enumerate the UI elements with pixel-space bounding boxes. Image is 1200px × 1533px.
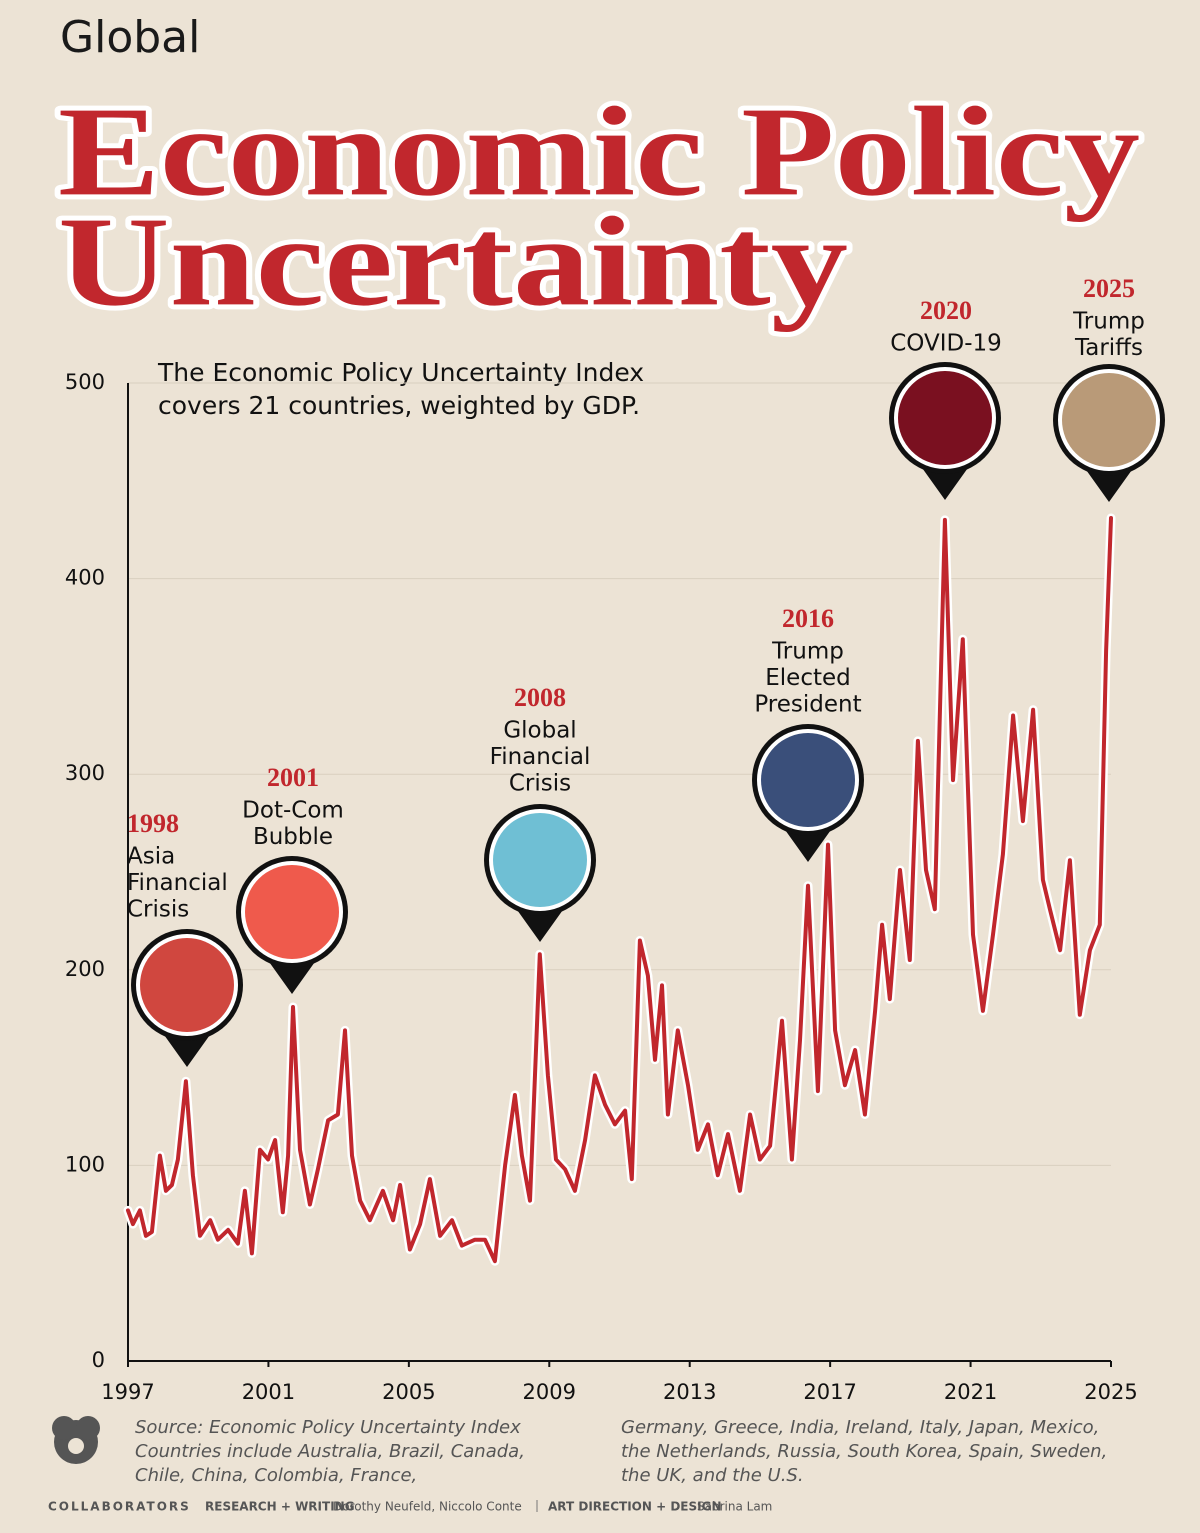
footer-text: the UK, and the U.S. (621, 1465, 804, 1486)
event-label: Crisis (509, 771, 571, 797)
y-tick-label: 0 (92, 1348, 105, 1372)
event-label: Trump (771, 639, 844, 665)
event-year: 2016 (782, 604, 834, 633)
event-label: COVID-19 (890, 331, 1002, 357)
pin-image (245, 865, 339, 959)
event-year: 2025 (1083, 274, 1135, 303)
pin-image (1062, 373, 1156, 467)
event-label: Tariffs (1074, 335, 1143, 361)
credit: ART DIRECTION + DESIGN (548, 1500, 721, 1514)
credit: COLLABORATORS (48, 1500, 191, 1514)
pin-image (493, 813, 587, 907)
event-label: Global (503, 718, 576, 744)
y-tick-label: 500 (65, 370, 105, 394)
event-label: President (754, 692, 861, 718)
line (126, 516, 1113, 1264)
title-line: Economic Policy (58, 80, 1140, 222)
logo (52, 1416, 100, 1464)
subtitle-line: covers 21 countries, weighted by GDP. (158, 391, 640, 420)
x-tick-label: 2005 (382, 1380, 435, 1404)
event-pin (1053, 364, 1165, 502)
event-label: Financial (127, 870, 228, 896)
pin-image (898, 371, 992, 465)
pins: 1998AsiaFinancialCrisis2001Dot-ComBubble… (127, 274, 1165, 1067)
subtitle-line: The Economic Policy Uncertainty Index (157, 358, 644, 387)
title-line: Uncertainty (58, 190, 848, 332)
event-label: Trump (1072, 309, 1145, 335)
event-label: Financial (490, 744, 591, 770)
event-label: Dot-Com (242, 798, 344, 824)
footer-text: Source: Economic Policy Uncertainty Inde… (135, 1417, 521, 1438)
credit: Sabrina Lam (697, 1500, 772, 1514)
plot: 0 100 200 300 400 500 1997 2001 2005 2009 2013 2017… (65, 370, 1138, 1404)
y-tick-label: 300 (65, 761, 105, 785)
event-year: 1998 (127, 809, 179, 838)
kicker: Global (60, 12, 200, 63)
pin-image (761, 733, 855, 827)
event-pin (236, 856, 348, 994)
y-tick-label: 200 (65, 957, 105, 981)
credit: RESEARCH + WRITING (205, 1500, 355, 1514)
x-tick-label: 1997 (101, 1380, 154, 1404)
event-label: Crisis (127, 897, 189, 923)
x-tick-label: 2009 (523, 1380, 576, 1404)
event-pin (131, 929, 243, 1067)
event-pin (484, 804, 596, 942)
event-label: Bubble (253, 824, 333, 850)
footer-text: the Netherlands, Russia, South Korea, Sp… (621, 1441, 1107, 1462)
footer: Source: Economic Policy Uncertainty Inde… (48, 1416, 1107, 1514)
credit: Dorothy Neufeld, Niccolo Conte (333, 1500, 522, 1514)
pin-image (140, 938, 234, 1032)
event-pin (889, 362, 1001, 500)
x-tick-label: 2025 (1084, 1380, 1137, 1404)
x-tick-label: 2001 (242, 1380, 295, 1404)
x-tick-label: 2013 (663, 1380, 716, 1404)
event-year: 2020 (920, 296, 972, 325)
x-tick-label: 2017 (803, 1380, 856, 1404)
event-year: 2001 (267, 763, 319, 792)
event-pin (752, 724, 864, 862)
y-tick-label: 100 (65, 1152, 105, 1176)
y-tick-label: 400 (65, 566, 105, 590)
title: Economic Policy Uncertainty (53, 75, 1145, 337)
footer-text: Chile, China, Colombia, France, (135, 1465, 417, 1486)
event-label: Elected (765, 665, 851, 691)
x-tick-label: 2021 (944, 1380, 997, 1404)
footer-text: Germany, Greece, India, Ireland, Italy, … (621, 1417, 1099, 1438)
footer-text: Countries include Australia, Brazil, Can… (135, 1441, 525, 1462)
event-year: 2008 (514, 683, 566, 712)
event-label: Asia (127, 844, 175, 870)
